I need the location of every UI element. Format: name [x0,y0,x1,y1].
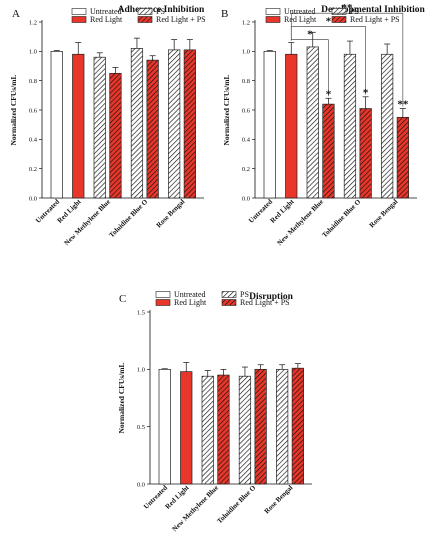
legend-swatch [221,299,237,306]
legend-label: Red Light + PS [156,15,206,24]
y-axis-label: Normalized CFUs/mL [222,74,231,145]
x-tick-label: Red Light [269,197,296,224]
y-tick-label: 0.8 [242,78,250,85]
x-tick-label: Toluidine Blue O [108,197,150,239]
legend-swatch [265,8,281,15]
legend-label: PS [156,7,165,16]
x-tick-label: Toluidine Blue O [321,197,363,239]
bar [146,59,159,199]
bar [359,108,372,199]
legend-label: Untreated [284,7,316,16]
y-tick-label: 1.5 [137,309,145,316]
bar [93,56,106,199]
panel-title: Disruption [249,292,294,302]
y-tick-label: 0.4 [29,137,38,144]
bar [50,50,63,199]
bar [180,371,193,485]
bar [72,53,85,199]
legend-swatch [137,16,153,23]
y-tick-label: 1.2 [242,19,250,26]
bar [201,375,214,485]
bar [322,103,335,199]
legend-swatch [331,16,347,23]
bar [343,53,357,199]
bar-significance-label: ** [397,99,409,111]
legend-swatch [331,8,347,15]
significance-label: * [307,29,313,41]
y-tick-label: 0.2 [242,166,250,173]
bar [291,367,304,485]
panel-letter: C [119,293,126,305]
bar [109,72,122,199]
legend-label: PS [350,7,359,16]
panel-title: Developmental Inhibition [321,5,425,15]
bar [158,368,171,485]
y-tick-label: 0.8 [29,78,37,85]
bar [130,48,144,199]
y-tick-label: 0.2 [29,166,37,173]
panel-title: Adherence Inhibition [118,5,205,15]
significance-label: * [326,15,332,27]
legend-swatch [71,8,87,15]
legend-swatch [221,291,237,298]
bar [254,368,267,485]
y-axis-label: Normalized CFUs/mL [9,74,18,145]
panel-c: C Disruption Untreated PS Red Light Red Light… [117,290,312,533]
y-tick-label: 0.4 [242,137,251,144]
legend-label: Red Light + PS [350,15,400,24]
y-tick-label: 1.2 [29,19,37,26]
legend-label: Red Light [174,298,207,307]
legend: Untreated PS Red Light Red Light + PS [155,290,290,307]
bar-significance-label: * [326,88,332,100]
x-tick-label: Rose Bengal [368,198,400,230]
bar [396,116,409,199]
y-tick-label: 0.6 [242,107,251,114]
legend-swatch [71,16,87,23]
legend-swatch [265,16,281,23]
y-axis-label: Normalized CFUs/mL [117,362,126,433]
y-tick-label: 1.0 [137,367,145,374]
panel-letter: B [221,8,228,20]
legend: Untreated PS Red Light Red Light + PS [265,7,400,24]
bar [168,49,181,199]
legend-swatch [155,291,171,298]
legend-label: Untreated [90,7,122,16]
y-tick-label: 0.0 [137,481,145,488]
bar [263,50,276,199]
bar [238,375,252,485]
bar [276,368,289,485]
y-tick-label: 0.6 [29,107,38,114]
bar-significance-label: * [363,87,369,99]
legend-label: PS [240,290,249,299]
legend: Untreated PS Red Light Red Light + PS [71,7,206,24]
x-tick-label: Red Light [56,197,83,224]
bar [183,49,196,199]
bar [217,374,230,485]
legend-label: Red Light + PS [240,298,290,307]
legend-label: Untreated [174,290,206,299]
bar [381,53,394,199]
significance-label: ** [342,2,354,14]
bar [306,46,319,199]
y-tick-label: 1.0 [242,49,250,56]
x-tick-label: Red Light [164,483,191,510]
y-tick-label: 0.0 [242,195,250,202]
legend-swatch [137,8,153,15]
y-tick-label: 0.5 [137,424,145,431]
legend-label: Red Light [284,15,317,24]
legend-label: Red Light [90,15,123,24]
legend-swatch [155,299,171,306]
x-tick-label: Rose Bengal [155,198,187,230]
panel-letter: A [12,8,20,20]
bar [285,53,298,199]
x-tick-label: Toluidine Blue O [216,483,258,525]
y-tick-label: 0.0 [29,195,37,202]
y-tick-label: 1.0 [29,49,37,56]
x-tick-label: Rose Bengal [263,484,295,516]
